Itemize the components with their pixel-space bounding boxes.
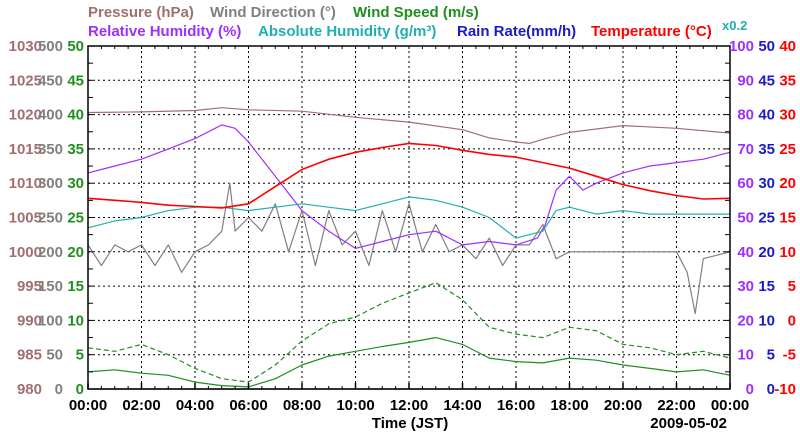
x-tick-label: 16:00 bbox=[497, 397, 535, 414]
right-tick-label: 5 bbox=[788, 278, 796, 295]
x-axis-label: Time (JST) bbox=[372, 415, 448, 432]
left-tick-label: 250 bbox=[38, 210, 63, 227]
x-tick-label: 00:00 bbox=[711, 397, 749, 414]
left-tick-label: 995 bbox=[17, 278, 42, 295]
right-tick-label: -5 bbox=[783, 347, 796, 364]
right-tick-label: 40 bbox=[737, 244, 754, 261]
left-tick-label: 150 bbox=[38, 278, 63, 295]
right-tick-label: 35 bbox=[758, 141, 775, 158]
right-tick-label: 100 bbox=[729, 38, 754, 55]
left-tick-label: 1010 bbox=[9, 175, 42, 192]
left-tick-label: 35 bbox=[67, 141, 84, 158]
left-tick-label: 350 bbox=[38, 141, 63, 158]
date-label: 2009-05-02 bbox=[650, 415, 727, 432]
left-tick-label: 990 bbox=[17, 312, 42, 329]
left-tick-label: 15 bbox=[67, 278, 84, 295]
right-tick-label: 0 bbox=[746, 381, 754, 398]
left-tick-label: 450 bbox=[38, 72, 63, 89]
title-wind-direction: Wind Direction (°) bbox=[210, 4, 336, 21]
x-tick-label: 00:00 bbox=[69, 397, 107, 414]
right-tick-label: 40 bbox=[758, 107, 775, 124]
right-tick-label: 90 bbox=[737, 72, 754, 89]
left-tick-label: 10 bbox=[67, 312, 84, 329]
x-tick-label: 06:00 bbox=[229, 397, 267, 414]
left-tick-label: 5 bbox=[76, 347, 84, 364]
right-tick-label: 25 bbox=[758, 210, 775, 227]
series-line-1 bbox=[87, 182, 731, 315]
title-pressure: Pressure (hPa) bbox=[88, 4, 194, 21]
right-tick-label: 0 bbox=[767, 381, 775, 398]
left-tick-label: 50 bbox=[46, 347, 63, 364]
left-tick-label: 45 bbox=[67, 72, 84, 89]
right-tick-label: 30 bbox=[779, 107, 796, 124]
y-axes: 9809859909951000100510101015102010251030… bbox=[9, 38, 796, 398]
chart-titles: Pressure (hPa) Wind Direction (°) Wind S… bbox=[88, 4, 747, 40]
left-tick-label: 300 bbox=[38, 175, 63, 192]
left-tick-label: 25 bbox=[67, 210, 84, 227]
left-tick-label: 1000 bbox=[9, 244, 42, 261]
x-tick-label: 02:00 bbox=[122, 397, 160, 414]
right-tick-label: 40 bbox=[779, 38, 796, 55]
right-tick-label: 60 bbox=[737, 175, 754, 192]
right-tick-label: 10 bbox=[737, 347, 754, 364]
x-tick-label: 10:00 bbox=[336, 397, 374, 414]
right-tick-label: 80 bbox=[737, 107, 754, 124]
right-tick-label: 10 bbox=[779, 244, 796, 261]
scale-note: x0.2 bbox=[722, 18, 747, 33]
series-line-2 bbox=[87, 337, 731, 388]
left-tick-label: 0 bbox=[76, 381, 84, 398]
right-tick-label: 30 bbox=[737, 278, 754, 295]
left-tick-label: 40 bbox=[67, 107, 84, 124]
right-tick-label: 15 bbox=[779, 210, 796, 227]
right-tick-label: 30 bbox=[758, 175, 775, 192]
left-tick-label: 500 bbox=[38, 38, 63, 55]
left-tick-label: 200 bbox=[38, 244, 63, 261]
right-tick-label: 35 bbox=[779, 72, 796, 89]
right-tick-label: 20 bbox=[779, 175, 796, 192]
left-tick-label: 1025 bbox=[9, 72, 42, 89]
left-tick-label: 20 bbox=[67, 244, 84, 261]
series-line-0 bbox=[87, 107, 731, 144]
x-tick-label: 18:00 bbox=[550, 397, 588, 414]
left-tick-label: 0 bbox=[55, 381, 63, 398]
series-line-3 bbox=[87, 282, 731, 383]
left-tick-label: 1015 bbox=[9, 141, 42, 158]
x-tick-label: 08:00 bbox=[283, 397, 321, 414]
left-tick-label: 400 bbox=[38, 107, 63, 124]
right-tick-label: 50 bbox=[737, 210, 754, 227]
left-tick-label: 50 bbox=[67, 38, 84, 55]
right-tick-label: 45 bbox=[758, 72, 775, 89]
right-tick-label: 0 bbox=[788, 312, 796, 329]
title-relative-humidity: Relative Humidity (%) bbox=[88, 23, 241, 40]
right-tick-label: -10 bbox=[774, 381, 796, 398]
left-tick-label: 1020 bbox=[9, 107, 42, 124]
right-tick-label: 20 bbox=[758, 244, 775, 261]
left-tick-label: 100 bbox=[38, 312, 63, 329]
left-tick-label: 1030 bbox=[9, 38, 42, 55]
left-tick-label: 1005 bbox=[9, 210, 42, 227]
right-tick-label: 20 bbox=[737, 312, 754, 329]
right-tick-label: 10 bbox=[758, 312, 775, 329]
x-tick-label: 22:00 bbox=[657, 397, 695, 414]
right-tick-label: 5 bbox=[767, 347, 775, 364]
x-tick-label: 12:00 bbox=[390, 397, 428, 414]
left-tick-label: 985 bbox=[17, 347, 42, 364]
right-tick-label: 70 bbox=[737, 141, 754, 158]
x-tick-label: 14:00 bbox=[443, 397, 481, 414]
right-tick-label: 25 bbox=[779, 141, 796, 158]
x-axis: 00:00 02:00 04:00 06:00 08:00 10:00 12:00 14:00… bbox=[69, 46, 749, 414]
series-line-7 bbox=[87, 142, 731, 209]
title-wind-speed: Wind Speed (m/s) bbox=[353, 4, 479, 21]
grid bbox=[88, 46, 730, 389]
left-tick-label: 980 bbox=[17, 381, 42, 398]
title-absolute-humidity: Absolute Humidity (g/m³) bbox=[258, 23, 436, 40]
left-tick-label: 30 bbox=[67, 175, 84, 192]
x-tick-label: 04:00 bbox=[176, 397, 214, 414]
right-tick-label: 15 bbox=[758, 278, 775, 295]
right-tick-label: 50 bbox=[758, 38, 775, 55]
title-temperature: Temperature (°C) bbox=[591, 23, 712, 40]
x-tick-label: 20:00 bbox=[604, 397, 642, 414]
title-rain-rate: Rain Rate(mm/h) bbox=[457, 23, 576, 40]
